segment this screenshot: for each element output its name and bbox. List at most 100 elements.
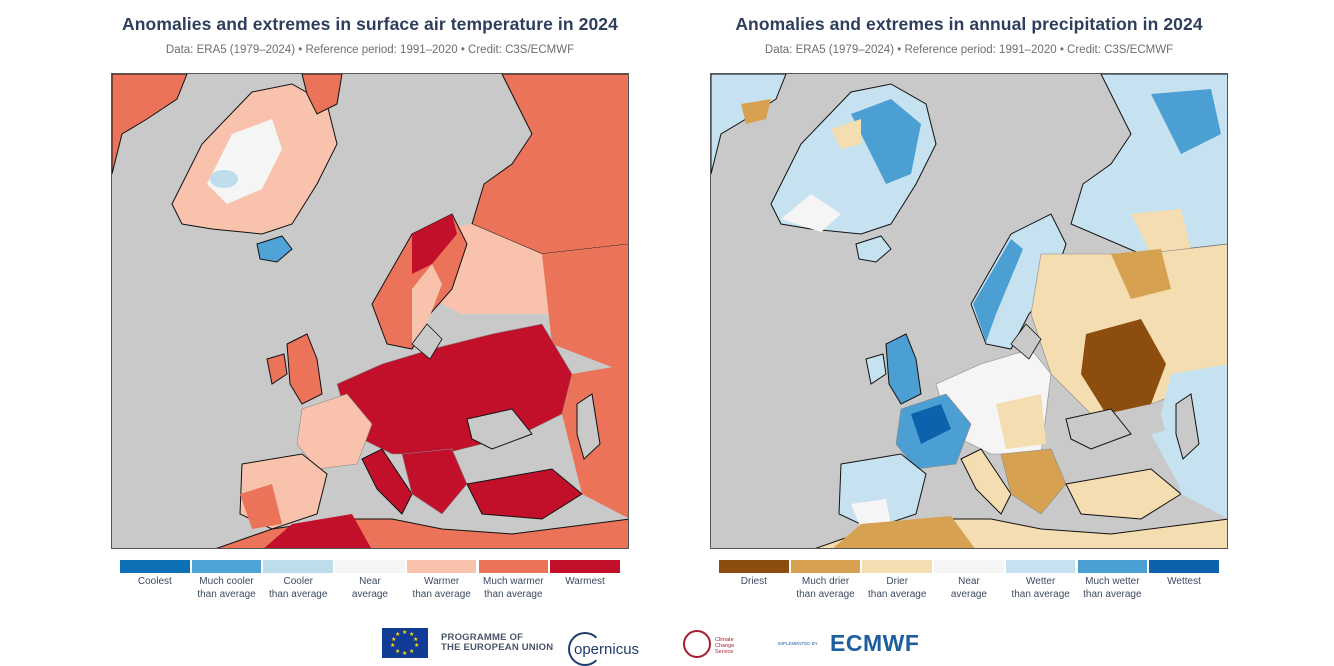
legend-label: Much drier than average: [796, 576, 855, 600]
legend-class-wettest: Wettest: [1148, 560, 1220, 589]
temperature-title: Anomalies and extremes in surface air te…: [122, 14, 618, 34]
legend-swatch: [191, 560, 262, 573]
legend-class-much-cooler: Much cooler than average: [191, 560, 263, 601]
precipitation-map-svg: [711, 74, 1227, 548]
precipitation-title: Anomalies and extremes in annual precipi…: [735, 14, 1203, 34]
turkey: [1065, 468, 1182, 520]
iberia-warm: [240, 484, 282, 529]
france-wettest: [911, 404, 951, 444]
arctic-dry: [741, 99, 771, 124]
legend-label: Near average: [351, 576, 388, 600]
ukraine-drought: [1081, 319, 1166, 414]
legend-label: Near average: [950, 576, 987, 600]
legend-swatch: [1077, 560, 1148, 573]
legend-label: Much cooler than average: [197, 576, 256, 600]
russia-wet-patches: [1151, 89, 1221, 154]
implemented-by-label: IMPLEMENTED BY: [778, 641, 818, 646]
russia-arctic: [471, 74, 628, 255]
russia-dry: [1111, 249, 1171, 299]
precipitation-legend: Driest Much drier than average Drier tha…: [718, 560, 1220, 610]
italy: [361, 448, 413, 515]
iceland: [256, 235, 293, 263]
central-europe: [336, 323, 573, 455]
legend-label: Wetter than average: [1011, 576, 1070, 600]
legend-label: Drier than average: [868, 576, 927, 600]
greenland-wet: [851, 99, 921, 184]
legend-label: Warmest: [565, 576, 605, 587]
ecmwf-logo: ECMWF: [830, 630, 920, 656]
eu-flag-icon: ★ ★ ★ ★ ★ ★ ★ ★ ★ ★: [382, 628, 428, 658]
italy: [960, 448, 1012, 515]
france: [296, 393, 373, 470]
legend-class-cooler: Cooler than average: [262, 560, 334, 601]
legend-class-coolest: Coolest: [119, 560, 191, 589]
great-britain: [885, 333, 922, 405]
temperature-map-svg: [112, 74, 628, 548]
legend-label: Much wetter than average: [1083, 576, 1142, 600]
norway-wet: [973, 239, 1023, 342]
greenland-cold-spot: [210, 170, 238, 188]
scandinavia-warm: [412, 214, 457, 274]
black-sea: [1065, 408, 1132, 450]
eu-programme-label: PROGRAMME OF THE EUROPEAN UNION: [441, 632, 554, 653]
temperature-subtitle: Data: ERA5 (1979–2024) • Reference perio…: [165, 44, 575, 56]
turkey: [466, 468, 583, 520]
canadian-arctic: [711, 74, 787, 175]
temperature-panel: Anomalies and extremes in surface air te…: [100, 0, 640, 610]
legend-swatch: [1005, 560, 1076, 573]
balkans: [401, 448, 468, 515]
legend-class-near-average: Near average: [933, 560, 1005, 601]
legend-swatch: [406, 560, 477, 573]
legend-class-wetter: Wetter than average: [1005, 560, 1077, 601]
legend-class-drier: Drier than average: [861, 560, 933, 601]
copernicus-wordmark: opernicus: [574, 641, 640, 658]
greenland-dry: [831, 119, 861, 149]
legend-label: Wettest: [1167, 576, 1201, 587]
north-africa-dry: [833, 516, 975, 548]
legend-swatch: [719, 560, 789, 573]
legend-label: Cooler than average: [269, 576, 328, 600]
legend-class-warmer: Warmer than average: [406, 560, 478, 601]
legend-swatch: [335, 560, 405, 573]
legend-swatch: [862, 560, 933, 573]
baltic-sea: [411, 323, 443, 360]
svalbard-north: [301, 74, 343, 115]
precipitation-subtitle: Data: ERA5 (1979–2024) • Reference perio…: [764, 44, 1174, 56]
precipitation-map: [710, 73, 1228, 549]
legend-class-much-drier: Much drier than average: [790, 560, 862, 601]
ireland: [266, 353, 288, 385]
precipitation-panel: Anomalies and extremes in annual precipi…: [699, 0, 1239, 610]
balkans: [1000, 448, 1067, 515]
footer-logos: ★ ★ ★ ★ ★ ★ ★ ★ ★ ★ PROGRAMME OF THE EUROPEAN…: [380, 624, 970, 666]
legend-class-much-wetter: Much wetter than average: [1077, 560, 1149, 601]
c3s-logo: Climate Change Service: [683, 627, 753, 658]
temperature-map: [111, 73, 629, 549]
legend-swatch: [1149, 560, 1219, 573]
caspian-sea: [1175, 393, 1200, 460]
legend-label: Driest: [740, 576, 767, 587]
c3s-emblem-icon: [683, 630, 711, 658]
legend-label: Much warmer than average: [483, 576, 544, 600]
legend-class-warmest: Warmest: [549, 560, 621, 589]
legend-label: Coolest: [137, 576, 172, 587]
legend-swatch: [120, 560, 190, 573]
legend-swatch: [550, 560, 620, 573]
central-europe-dry: [996, 394, 1046, 449]
legend-class-driest: Driest: [718, 560, 790, 589]
canadian-arctic: [112, 74, 188, 175]
great-britain: [286, 333, 323, 405]
legend-class-near-average: Near average: [334, 560, 406, 601]
legend-class-much-warmer: Much warmer than average: [478, 560, 550, 601]
sweden: [412, 264, 442, 344]
iberia-near: [851, 499, 891, 529]
east-russia: [542, 244, 628, 374]
legend-swatch: [478, 560, 549, 573]
north-africa-warm: [264, 514, 371, 548]
russia-dry-patch: [1131, 209, 1191, 254]
legend-swatch: [790, 560, 861, 573]
copernicus-logo: opernicus: [568, 629, 660, 666]
greenland-near: [781, 194, 841, 232]
legend-label: Warmer than average: [412, 576, 471, 600]
iceland: [855, 235, 892, 263]
caspian-sea: [576, 393, 601, 460]
